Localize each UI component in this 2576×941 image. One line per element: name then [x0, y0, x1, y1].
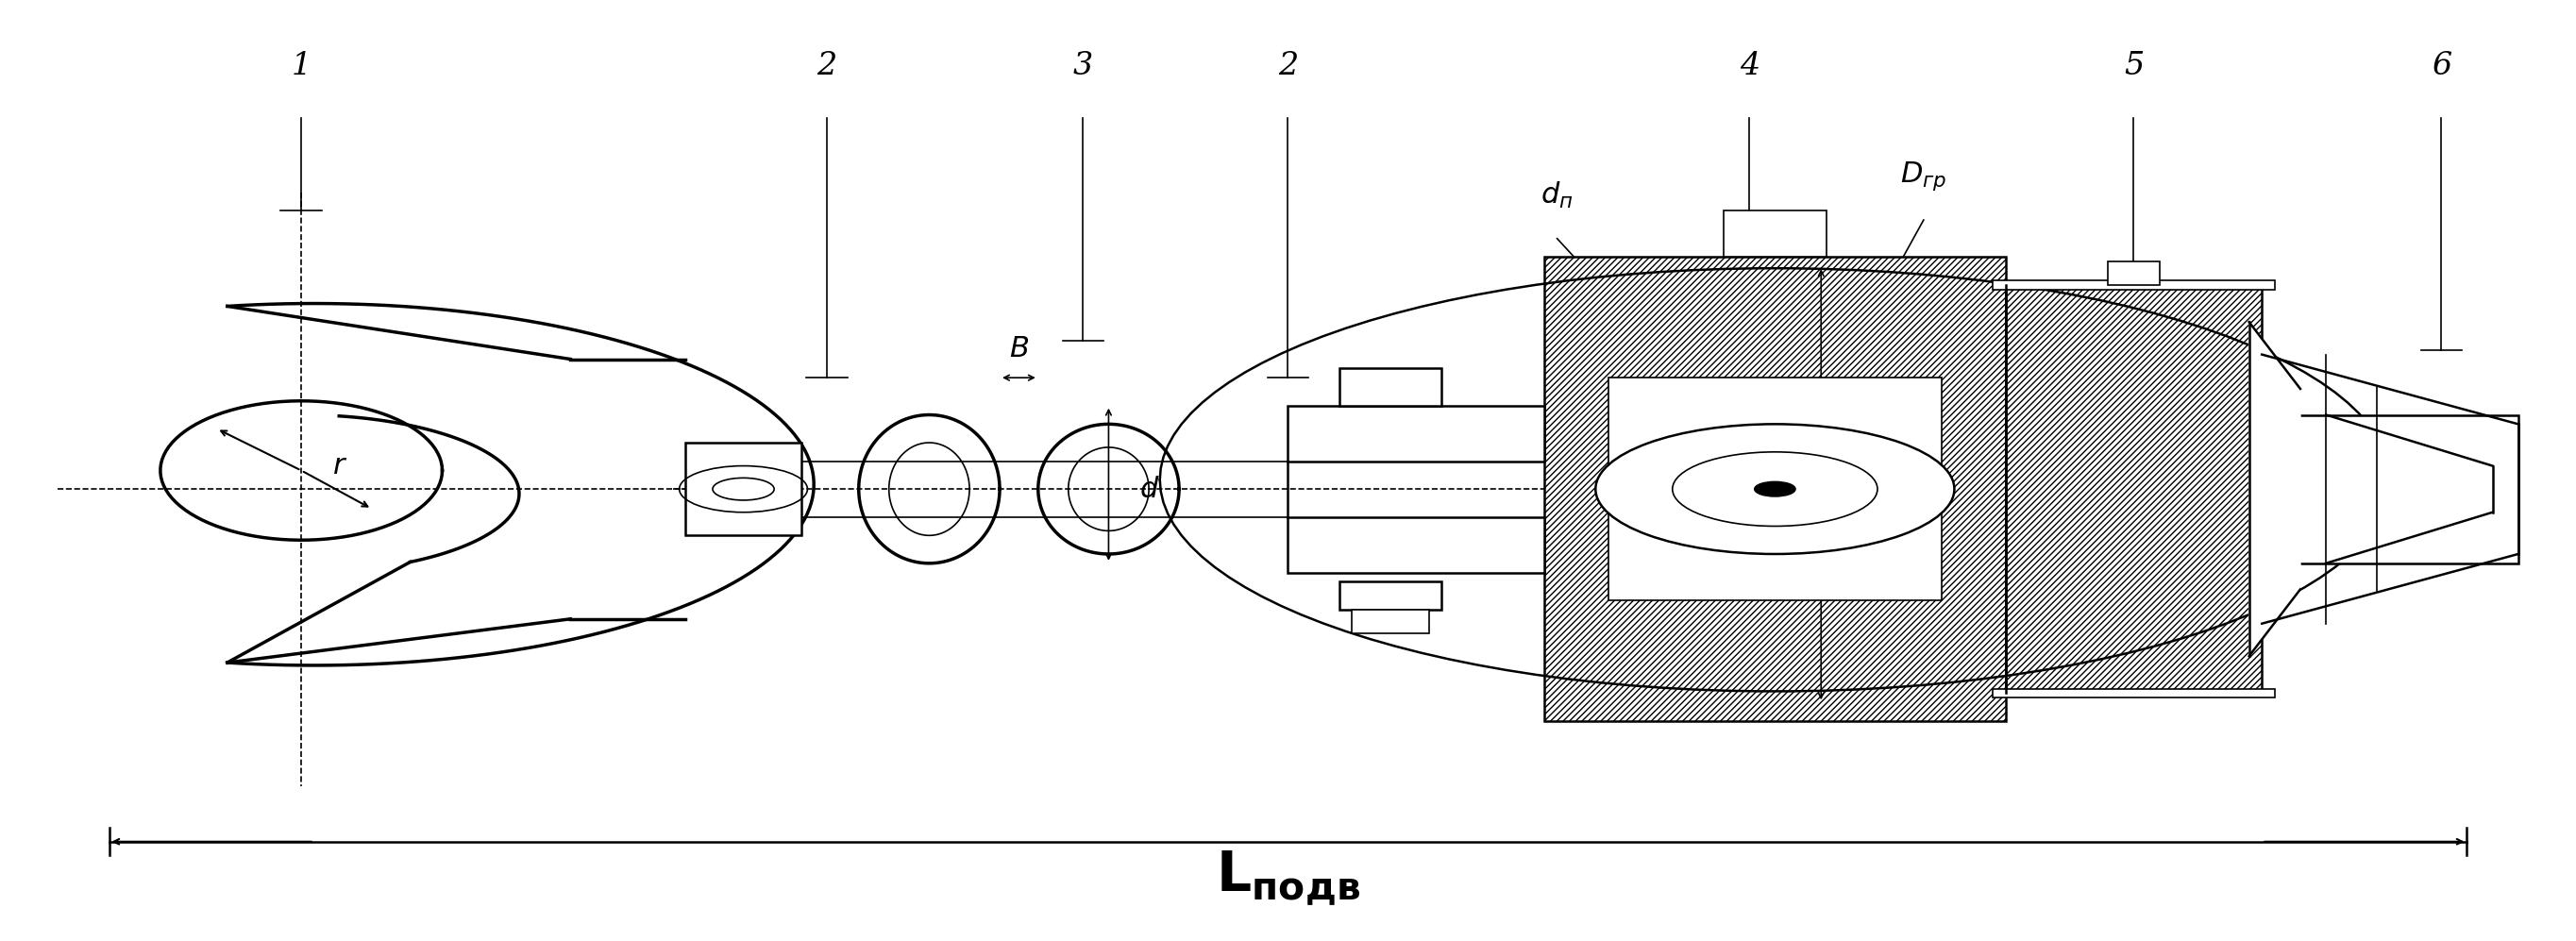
Bar — [1352, 610, 1430, 633]
Text: 2: 2 — [1278, 51, 1298, 81]
Bar — [1723, 211, 1826, 257]
Bar — [1288, 406, 1543, 461]
Text: $r$: $r$ — [332, 452, 348, 481]
Bar — [1543, 257, 2007, 721]
Text: $D_{гр}$: $D_{гр}$ — [1901, 159, 1947, 192]
Circle shape — [1595, 424, 1955, 554]
Bar — [1994, 280, 2275, 290]
Text: 2: 2 — [817, 51, 837, 81]
Text: $B$: $B$ — [1010, 335, 1028, 364]
Circle shape — [1754, 482, 1795, 497]
Bar — [1607, 377, 1942, 600]
Bar — [2262, 415, 2519, 564]
Bar — [1288, 517, 1543, 572]
Text: $d_п$: $d_п$ — [1540, 181, 1574, 211]
Text: 5: 5 — [2123, 51, 2143, 81]
Bar — [2007, 285, 2262, 694]
Bar — [1994, 689, 2275, 698]
Bar — [2107, 262, 2159, 285]
Bar — [1340, 369, 1443, 406]
Polygon shape — [2262, 415, 2519, 564]
Bar — [685, 442, 801, 535]
Bar — [1340, 582, 1443, 610]
Text: 6: 6 — [2432, 51, 2452, 81]
Text: $\mathbf{L}_{\mathbf{подв}}$: $\mathbf{L}_{\mathbf{подв}}$ — [1216, 849, 1360, 908]
Polygon shape — [2249, 322, 2300, 656]
Text: 3: 3 — [1074, 51, 1092, 81]
Text: $d$: $d$ — [1139, 474, 1159, 503]
Text: 4: 4 — [1739, 51, 1759, 81]
Text: 1: 1 — [291, 51, 312, 81]
